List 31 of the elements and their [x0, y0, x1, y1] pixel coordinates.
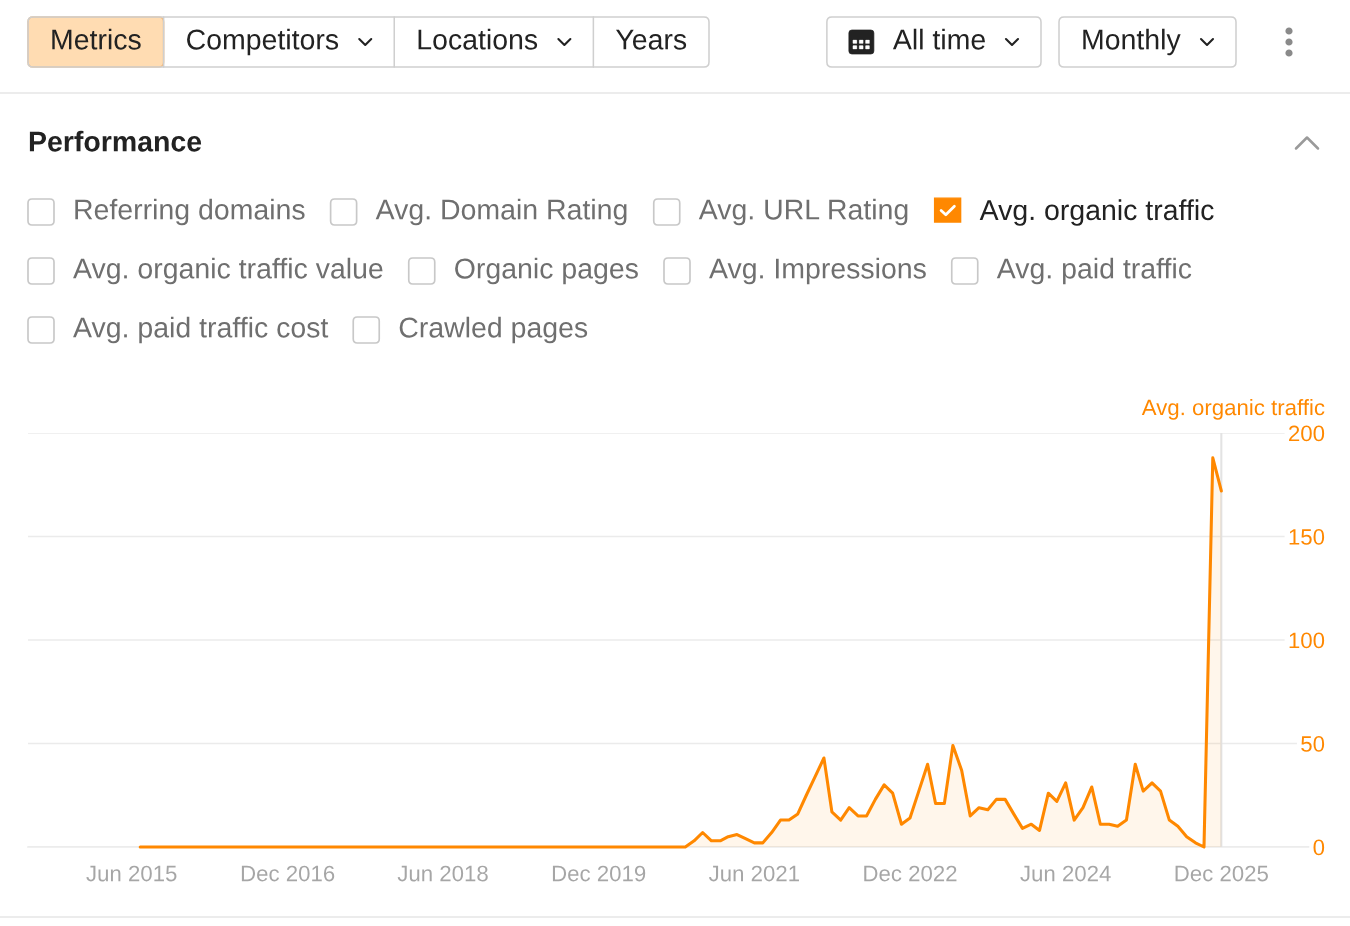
x-tick-label: Jun 2018 — [397, 865, 488, 882]
y-tick-label: 0 — [1313, 839, 1325, 856]
legend-label: Avg. organic traffic — [979, 199, 1214, 226]
text: Organic pages — [455, 257, 638, 285]
y-tick-label: 50 — [1301, 736, 1325, 752]
text: Competitors — [187, 28, 339, 56]
text: Crawled pages — [399, 316, 588, 344]
x-tick-label: Jun 2015 — [86, 865, 177, 882]
y-tick-label: 150 — [1289, 529, 1325, 545]
x-tick-label: Jun 2024 — [1020, 865, 1111, 882]
x-tick-label: Dec 2016 — [241, 865, 335, 882]
chart-title: Performance — [29, 130, 202, 152]
x-tick-label: Dec 2022 — [864, 865, 957, 882]
text: Referring domains — [75, 198, 305, 226]
text: Metrics — [52, 28, 141, 50]
text: All time — [892, 28, 985, 50]
y-axis-title: Avg. organic traffic — [1141, 399, 1325, 420]
y-tick-label: 100 — [1289, 632, 1325, 649]
x-tick-label: Dec 2025 — [1175, 865, 1268, 882]
text: Avg. paid traffic — [996, 257, 1192, 285]
text: Avg. URL Rating — [698, 198, 908, 226]
text: Avg. Domain Rating — [375, 198, 627, 226]
text: Locations — [418, 28, 538, 50]
text: Monthly — [1083, 28, 1181, 56]
y-tick-label: 200 — [1289, 425, 1325, 442]
text: Years — [616, 29, 687, 50]
text: Avg. organic traffic value — [73, 257, 383, 285]
text: Avg. paid traffic cost — [73, 316, 329, 344]
text: Avg. Impressions — [709, 257, 926, 285]
x-tick-label: Jun 2021 — [708, 865, 799, 882]
x-tick-label: Dec 2019 — [552, 865, 646, 882]
